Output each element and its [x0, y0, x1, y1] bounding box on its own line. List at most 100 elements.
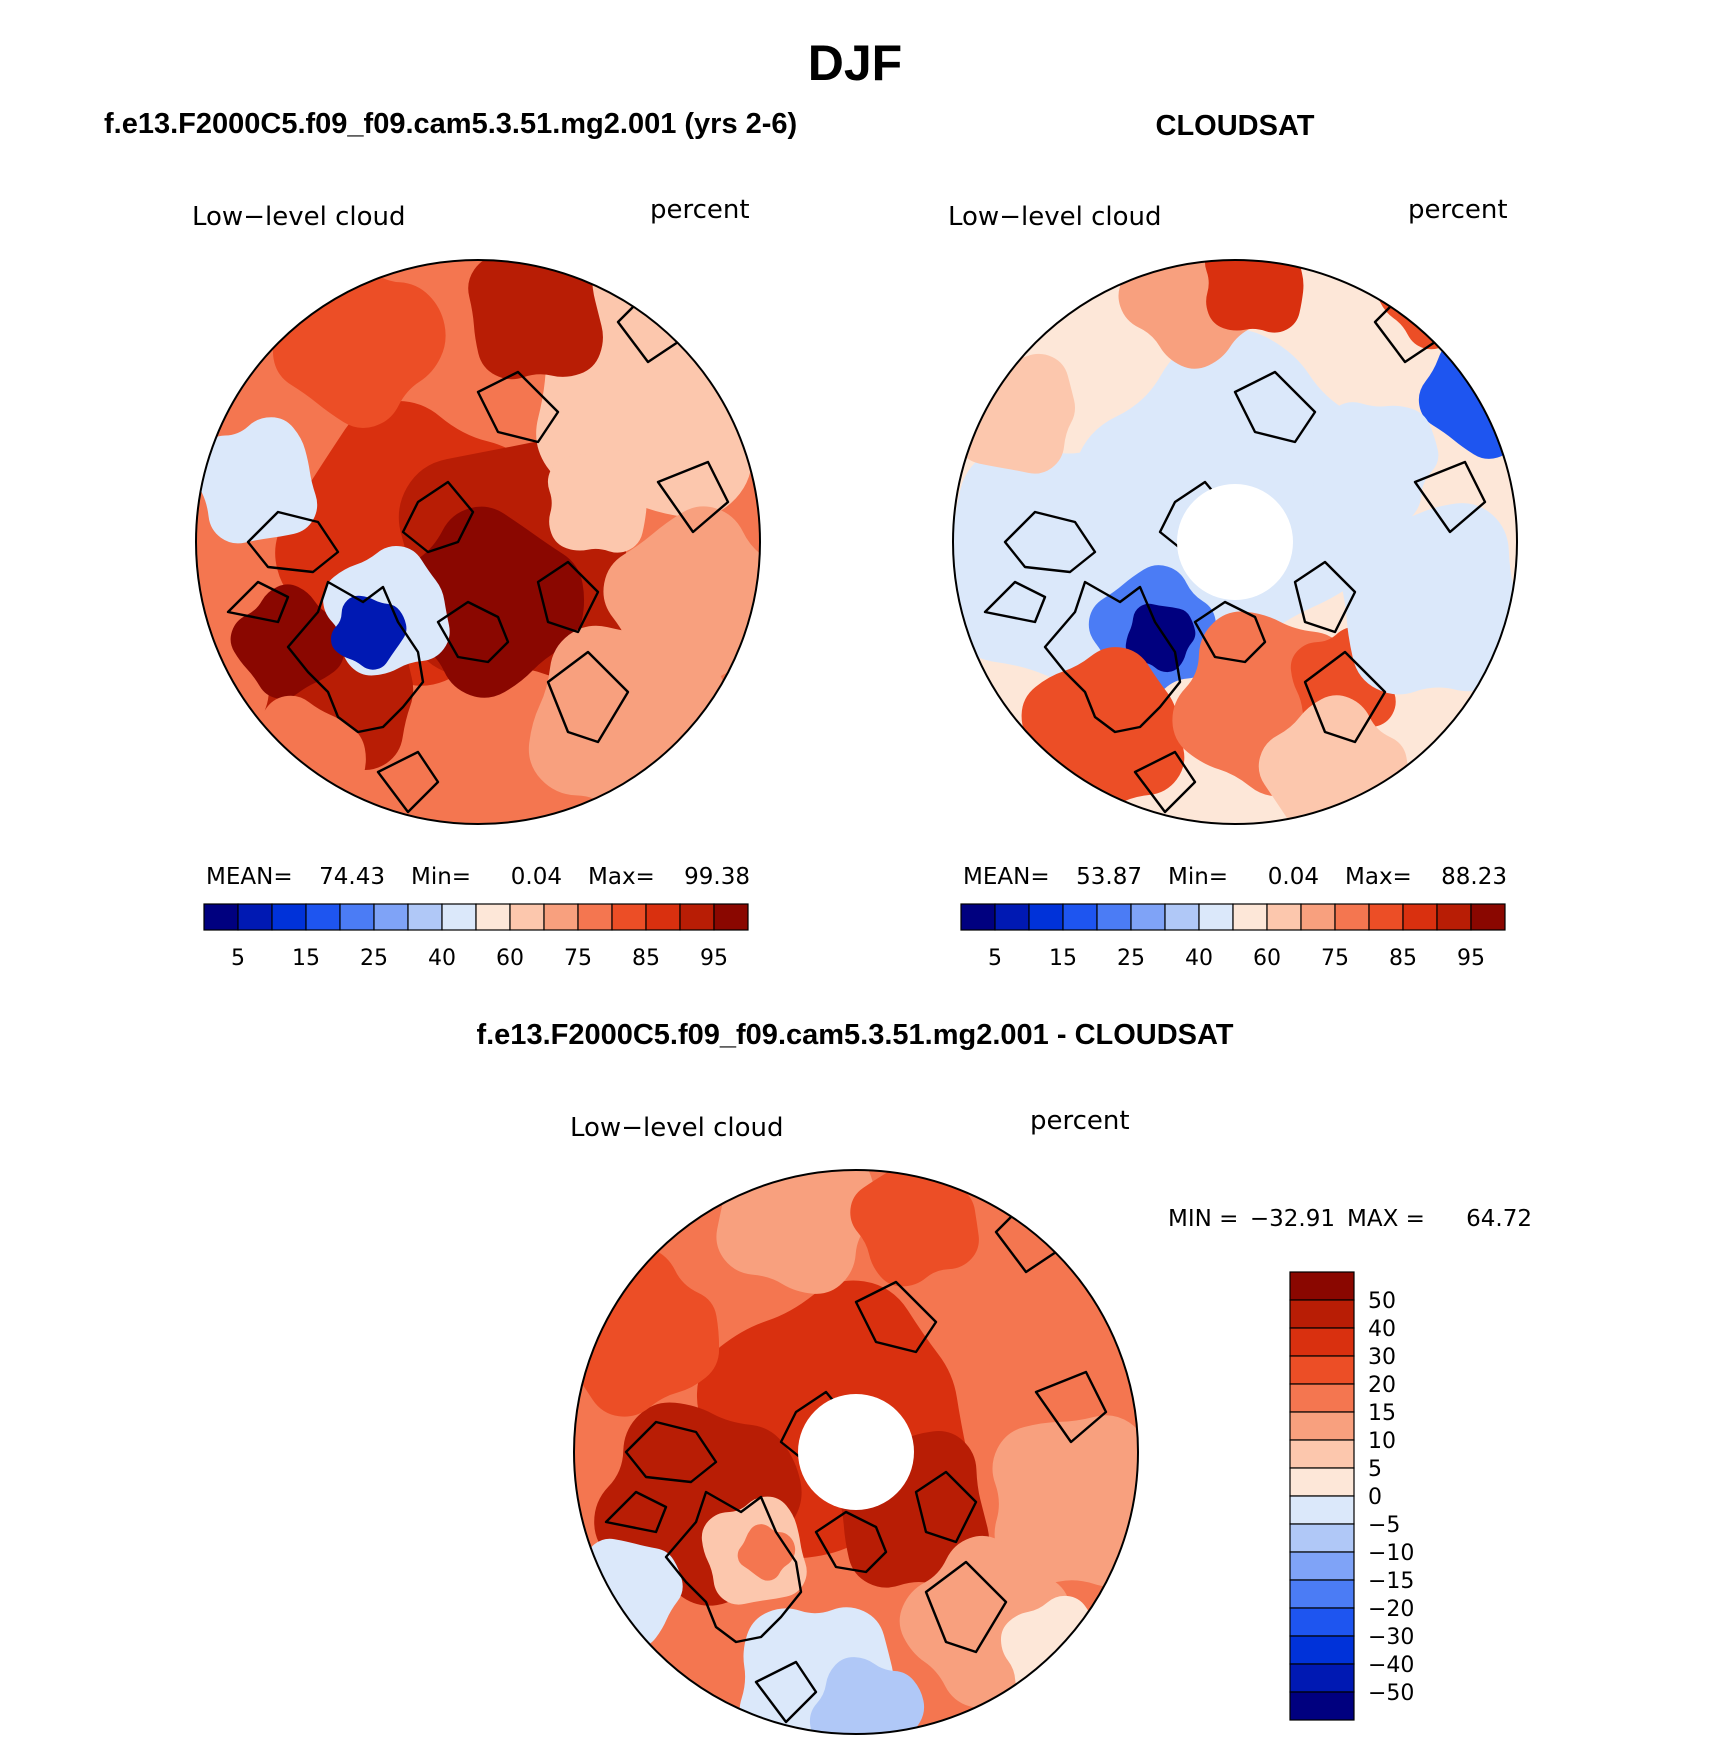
colorbar-tick-label: 75 [1321, 946, 1349, 971]
colorbar-box [1289, 1411, 1355, 1441]
colorbar-tick-label: 95 [700, 946, 728, 971]
pole-hole [1177, 484, 1293, 600]
left-max-value: 99.38 [684, 864, 750, 890]
coastline [814, 1510, 888, 1574]
colorbar-box [1232, 903, 1268, 931]
diff-units-label: percent [1030, 1106, 1130, 1136]
colorbar-box [577, 903, 613, 931]
coastline [1293, 560, 1357, 634]
right-max-label: Max= [1345, 864, 1412, 890]
right-min-label: Min= [1168, 864, 1228, 890]
colorbar-tick-label: −50 [1368, 1681, 1414, 1706]
coastline [624, 1420, 718, 1484]
colorbar-box [1062, 903, 1098, 931]
coastline [604, 1490, 668, 1534]
colorbar-tick-label: 50 [1368, 1289, 1396, 1314]
contour-patch [196, 417, 318, 544]
left-var-label: Low−level cloud [192, 202, 405, 232]
colorbar-tick-label: 85 [1389, 946, 1417, 971]
colorbar-box [679, 903, 715, 931]
diff-var-label: Low−level cloud [570, 1113, 783, 1143]
coastline [656, 460, 730, 534]
colorbar-tick-label: 75 [564, 946, 592, 971]
colorbar-tick-label: −20 [1368, 1597, 1414, 1622]
contour-patch [850, 1170, 979, 1287]
left-mean-value: 74.43 [319, 864, 385, 890]
right-units-label: percent [1408, 195, 1508, 225]
main-title: DJF [808, 35, 902, 91]
map-border [573, 1169, 1139, 1735]
colorbar-box [1289, 1383, 1355, 1413]
colorbar-tick-label: 15 [292, 946, 320, 971]
colorbar-tick-label: 25 [360, 946, 388, 971]
colorbar-tick-label: −5 [1368, 1513, 1400, 1538]
colorbar-tick-label: 5 [231, 946, 245, 971]
colorbar-box [1289, 1607, 1355, 1637]
colorbar-tick-label: 5 [988, 946, 1002, 971]
colorbar-box [1436, 903, 1472, 931]
colorbar-box [1130, 903, 1166, 931]
coastline [754, 1660, 818, 1724]
colorbar-box [441, 903, 477, 931]
colorbar-tick-label: 10 [1368, 1429, 1396, 1454]
coastline [376, 750, 440, 814]
colorbar-tick-label: 60 [1253, 946, 1281, 971]
diff-panel-title: f.e13.F2000C5.f09_f09.cam5.3.51.mg2.001 … [476, 1019, 1233, 1051]
coastline [914, 1470, 978, 1544]
colorbar-tick-label: 60 [496, 946, 524, 971]
diff-stats: MIN = −32.91 MAX = 64.72 [1168, 1206, 1532, 1232]
diff-max-value: 64.72 [1466, 1206, 1532, 1232]
map-border [952, 259, 1518, 825]
coastline [476, 370, 560, 444]
colorbar-box [1096, 903, 1132, 931]
right-max-value: 88.23 [1441, 864, 1507, 890]
colorbar-box [1402, 903, 1438, 931]
left-panel-title: f.e13.F2000C5.f09_f09.cam5.3.51.mg2.001 … [104, 108, 797, 140]
coastline [664, 1490, 803, 1644]
right-polar-map [952, 259, 1518, 825]
colorbar-box [1289, 1327, 1355, 1357]
contour-patch [809, 1657, 925, 1734]
colorbar-box [373, 903, 409, 931]
colorbar-tick-label: 40 [428, 946, 456, 971]
coastline [1133, 750, 1197, 814]
coastline [1043, 580, 1182, 734]
coastline [1233, 370, 1317, 444]
contour-patch [330, 595, 407, 670]
contour-patch [955, 353, 1076, 474]
pole-hole [798, 1394, 914, 1510]
colorbar-box [960, 903, 996, 931]
colorbar-tick-label: 15 [1049, 946, 1077, 971]
right-colorbar: 5 15 25 40 60 75 85 95 [960, 903, 1506, 971]
colorbar-tick-label: 0 [1368, 1485, 1382, 1510]
colorbar-box [237, 903, 273, 931]
colorbar-box [611, 903, 647, 931]
colorbar-box [1289, 1635, 1355, 1665]
right-var-label: Low−level cloud [948, 202, 1161, 232]
right-panel-title: CLOUDSAT [1156, 110, 1315, 142]
colorbar-box [305, 903, 341, 931]
colorbar-box [1289, 1355, 1355, 1385]
colorbar-box [339, 903, 375, 931]
colorbar-box [509, 903, 545, 931]
map-border [195, 259, 761, 825]
colorbar-box [645, 903, 681, 931]
coastline [1413, 460, 1487, 534]
left-min-value: 0.04 [511, 864, 562, 890]
colorbar-box [1028, 903, 1064, 931]
colorbar-tick-label: 95 [1457, 946, 1485, 971]
coastline [546, 650, 630, 744]
colorbar-tick-label: −40 [1368, 1653, 1414, 1678]
colorbar-tick-label: 40 [1185, 946, 1213, 971]
colorbar-box [475, 903, 511, 931]
diff-polar-map [573, 1169, 1139, 1735]
contour-patch [1125, 603, 1196, 673]
coastline [1303, 650, 1387, 744]
coastline [246, 510, 340, 574]
coastline [536, 560, 600, 634]
colorbar-box [713, 903, 749, 931]
colorbar-box [1334, 903, 1370, 931]
colorbar-box [203, 903, 239, 931]
colorbar-box [1368, 903, 1404, 931]
